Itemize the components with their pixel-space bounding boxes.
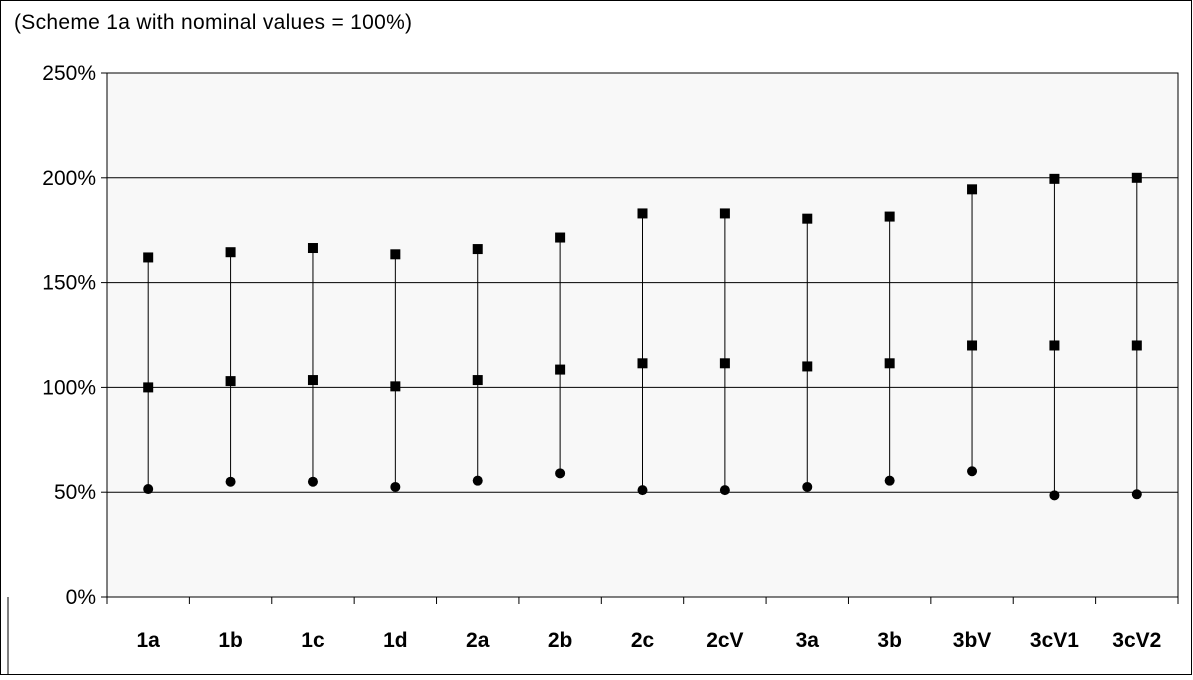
x-tick-label: 3cV2 [1112, 629, 1161, 652]
data-point-circle [967, 466, 978, 477]
y-tick-label: 250% [42, 62, 96, 85]
data-point-circle [472, 475, 483, 486]
x-tick-label: 3cV1 [1030, 629, 1079, 652]
data-point-square [555, 232, 566, 243]
data-point-square [472, 244, 483, 255]
data-point-circle [637, 485, 648, 496]
data-point-square [637, 208, 648, 219]
data-point-circle [225, 476, 236, 487]
axis-labels: 0% 50% 100% 150% 200% 250% 1a 1b 1c 1d 2a 2b 2c 2cV 3a… [42, 62, 1161, 652]
data-point-square [307, 243, 318, 254]
data-point-square [967, 184, 978, 195]
data-point-circle [1049, 490, 1060, 501]
x-tick-label: 3a [796, 629, 820, 652]
data-point-circle [307, 476, 318, 487]
data-point-square [1131, 172, 1142, 183]
y-tick-label: 0% [66, 586, 96, 609]
data-point-square [390, 381, 401, 392]
data-point-square [719, 208, 730, 219]
x-tick-label: 3bV [953, 629, 992, 652]
data-point-circle [390, 481, 401, 492]
data-point-square [225, 376, 236, 387]
data-point-circle [1131, 489, 1142, 500]
x-tick-label: 1a [137, 629, 161, 652]
data-point-square [143, 252, 154, 263]
data-point-circle [884, 475, 895, 486]
chart-subtitle: (Scheme 1a with nominal values = 100%) [14, 11, 413, 34]
data-point-square [1049, 173, 1060, 184]
data-point-circle [802, 481, 813, 492]
y-tick-label: 50% [54, 481, 96, 504]
data-markers [143, 172, 1142, 501]
x-tick-label: 3b [877, 629, 902, 652]
range-lines [147, 177, 1138, 496]
y-tick-label: 150% [42, 272, 96, 295]
x-tick-label: 2cV [706, 629, 743, 652]
data-point-square [390, 249, 401, 260]
data-point-square [967, 340, 978, 351]
x-tick-label: 1d [383, 629, 408, 652]
data-point-circle [719, 485, 730, 496]
x-tick-label: 2b [548, 629, 573, 652]
data-point-circle [143, 484, 154, 495]
y-tick-label: 200% [42, 167, 96, 190]
data-point-square [719, 358, 730, 369]
data-point-square [143, 382, 154, 393]
y-tick-label: 100% [42, 376, 96, 399]
axes [7, 72, 1179, 675]
data-point-circle [555, 468, 566, 479]
data-point-square [802, 213, 813, 224]
x-tick-label: 1b [218, 629, 243, 652]
data-point-square [637, 358, 648, 369]
data-point-square [884, 358, 895, 369]
data-point-square [1049, 340, 1060, 351]
data-point-square [802, 361, 813, 372]
x-tick-label: 1c [301, 629, 325, 652]
data-point-square [225, 247, 236, 258]
data-point-square [472, 375, 483, 386]
x-tick-label: 2c [631, 629, 655, 652]
x-tick-label: 2a [466, 629, 490, 652]
data-point-square [555, 364, 566, 375]
data-point-square [307, 375, 318, 386]
data-point-square [884, 211, 895, 222]
data-point-square [1131, 340, 1142, 351]
